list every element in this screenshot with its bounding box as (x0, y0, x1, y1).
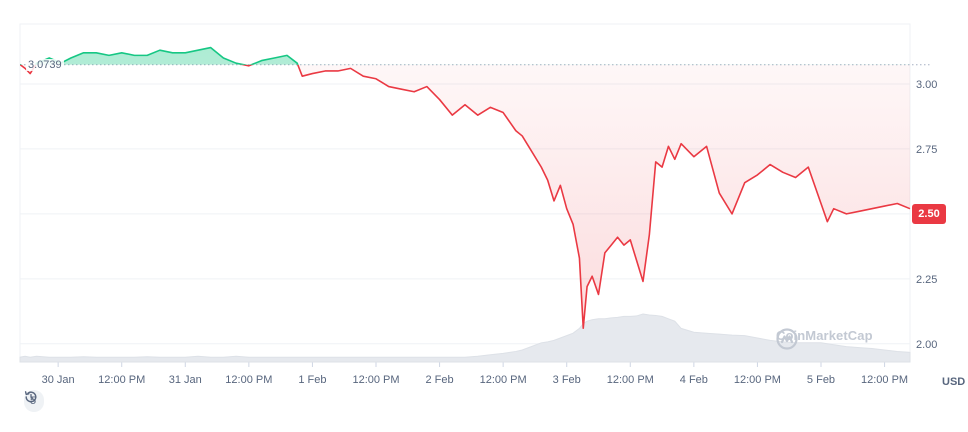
x-tick-label: 12:00 PM (734, 374, 781, 386)
x-tick-label: 12:00 PM (98, 374, 145, 386)
x-tick-label: 12:00 PM (861, 374, 908, 386)
volume-area (19, 313, 911, 363)
currency-label: USD (942, 376, 966, 388)
price-line-up (20, 46, 299, 65)
y-tick-label: 2.00 (916, 339, 937, 351)
price-area-down (20, 64, 910, 329)
watermark: CoinMarketCap (776, 328, 873, 350)
price-area-up (20, 47, 910, 65)
x-tick-label: 12:00 PM (225, 374, 272, 386)
x-tick-label: 30 Jan (42, 374, 75, 386)
x-tick-label: 4 Feb (680, 374, 708, 386)
x-tick-label: 2 Feb (426, 374, 454, 386)
y-tick-label: 2.75 (916, 144, 937, 156)
last-price-badge: 2.50 (912, 203, 946, 224)
start-price-label: 3.0739 (26, 58, 64, 71)
coinmarketcap-logo-icon (776, 328, 798, 350)
price-line-down (20, 64, 911, 330)
price-chart[interactable]: 3.00 2.75 2.50 2.25 2.00 30 Jan 12:00 PM 31 Jan… (19, 23, 968, 424)
y-tick-label: 3.00 (916, 79, 937, 91)
x-tick-label: 3 Feb (553, 374, 581, 386)
x-tick-label: 12:00 PM (352, 374, 399, 386)
x-tick-label: 1 Feb (298, 374, 326, 386)
y-tick-label: 2.25 (916, 274, 937, 286)
history-button[interactable]: 5 (24, 390, 45, 412)
x-tick-label: 5 Feb (807, 374, 835, 386)
chart-canvas[interactable]: 3.00 2.75 2.50 2.25 2.00 30 Jan 12:00 PM 31 Jan… (19, 23, 968, 424)
history-icon (24, 391, 37, 403)
x-tick-label: 12:00 PM (480, 374, 527, 386)
x-tick-label: 31 Jan (169, 374, 202, 386)
x-tick-label: 12:00 PM (607, 374, 654, 386)
watermark-text: CoinMarketCap (776, 328, 873, 343)
